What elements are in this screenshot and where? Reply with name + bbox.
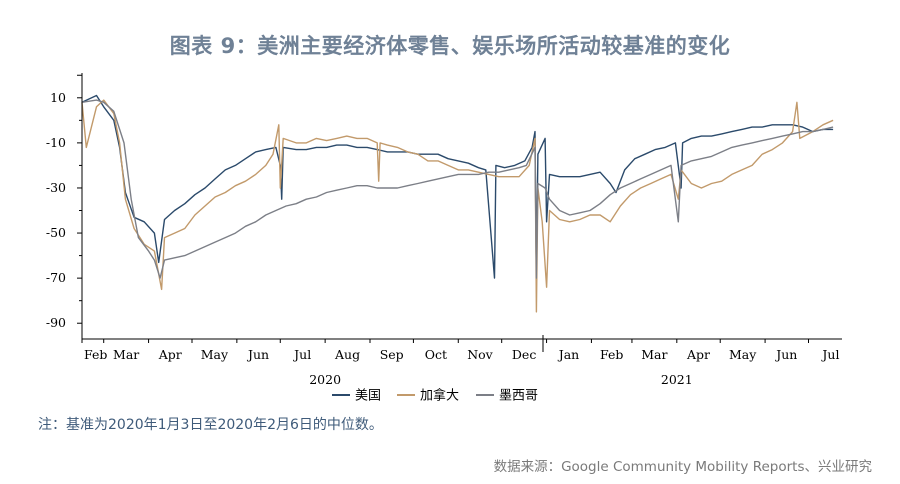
legend-label: 墨西哥 (499, 389, 538, 404)
x-tick-label: Sep (380, 347, 404, 362)
x-tick-label: Jul (292, 347, 311, 362)
series-line-美国 (81, 94, 834, 279)
x-tick-label: Mar (113, 347, 139, 362)
legend-label: 加拿大 (420, 388, 459, 404)
y-tick-label: -50 (46, 225, 66, 240)
x-tick-label: Apr (686, 347, 710, 362)
year-label: 2021 (661, 372, 693, 387)
chart-title: 图表 9：美洲主要经济体零售、娱乐场所活动较基准的变化 (169, 34, 731, 58)
x-tick-label: Nov (467, 347, 493, 362)
x-tick-label: May (729, 347, 757, 362)
x-tick-label: Jan (557, 347, 580, 362)
y-axis: 10 -10 -30 -50 -70 -90 (46, 74, 82, 330)
series-line-墨西哥 (81, 99, 834, 279)
year-label: 2020 (309, 372, 341, 387)
y-tick-label: 10 (50, 90, 66, 105)
x-tick-label: Dec (512, 347, 536, 362)
data-source: 数据来源：Google Community Mobility Reports、兴… (493, 459, 872, 475)
x-tick-label: Jun (774, 347, 797, 362)
series-group (81, 94, 834, 313)
x-tick-label: May (201, 347, 229, 362)
x-tick-label: Feb (600, 347, 623, 362)
x-axis: Feb Mar Apr May Jun Jul Aug Sep Oct Nov Dec Jan Feb M… (81, 339, 839, 387)
x-tick-label: Apr (158, 347, 182, 362)
x-tick-label: Jun (246, 347, 269, 362)
x-tick-label: Jul (820, 347, 839, 362)
y-tick-label: -30 (46, 180, 66, 195)
y-tick-label: -70 (46, 270, 66, 285)
y-tick-label: -90 (46, 315, 66, 330)
legend-label: 美国 (355, 389, 381, 404)
footnote: 注：基准为2020年1月3日至2020年2月6日的中位数。 (38, 417, 383, 433)
series-line-加拿大 (81, 99, 834, 313)
x-tick-label: Oct (425, 347, 447, 362)
x-tick-label: Mar (641, 347, 667, 362)
y-tick-label: -10 (46, 135, 66, 150)
x-tick-label: Feb (84, 347, 107, 362)
x-tick-label: Aug (334, 347, 360, 362)
legend: 美国 加拿大 墨西哥 (332, 388, 538, 404)
